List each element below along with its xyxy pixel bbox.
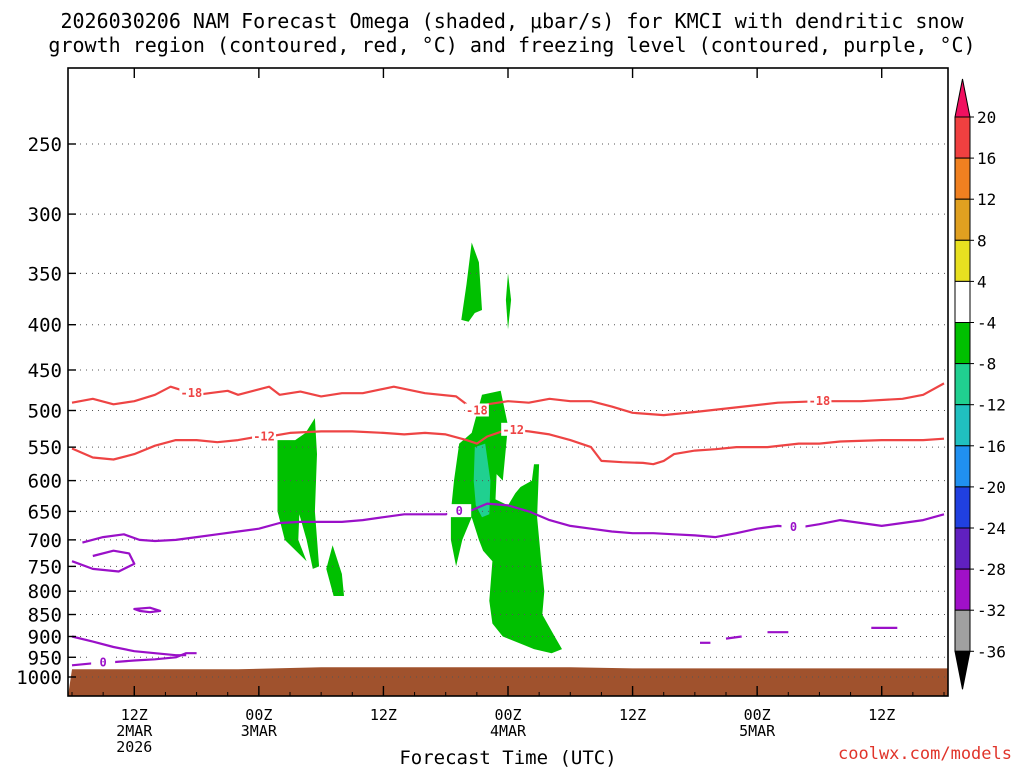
x-tick-label: 00Z bbox=[494, 706, 521, 724]
contour-label-bg bbox=[179, 386, 204, 400]
colorbar-swatch bbox=[954, 527, 971, 570]
contour-label--12: -12 bbox=[502, 423, 524, 437]
x-tick-label: 12Z bbox=[121, 706, 148, 724]
contours: -18 -18 -18 -12 -12 0 0 0 bbox=[71, 382, 945, 670]
omega-shading bbox=[277, 242, 562, 654]
colorbar-label: -24 bbox=[977, 519, 1006, 538]
colorbar-label: 4 bbox=[977, 272, 987, 291]
contour-0-mid bbox=[71, 635, 187, 657]
colorbar-swatch bbox=[954, 568, 971, 611]
y-tick-label: 400 bbox=[28, 315, 62, 337]
contour-label--18: -18 bbox=[181, 386, 203, 400]
contour-label-0-low: 0 bbox=[100, 656, 107, 670]
contour-label-bg bbox=[252, 429, 277, 443]
omega-region-2 bbox=[277, 418, 320, 569]
x-tick-label: 2026 bbox=[116, 738, 152, 756]
contour-label-bg bbox=[464, 403, 489, 417]
colorbar-swatch bbox=[954, 404, 971, 447]
omega-region-1 bbox=[505, 273, 512, 330]
y-tick-label: 550 bbox=[28, 437, 62, 459]
y-tick-label: 800 bbox=[28, 581, 62, 603]
contour-label-bg bbox=[501, 422, 526, 436]
colorbar-top-arrow bbox=[954, 78, 971, 118]
contour-0-blob1 bbox=[133, 606, 162, 614]
colorbar-label: -12 bbox=[977, 396, 1006, 415]
colorbar-label: 8 bbox=[977, 231, 987, 250]
colorbar-label: -4 bbox=[977, 314, 996, 333]
contour-label-bg bbox=[447, 504, 472, 518]
omega-region-0 bbox=[461, 242, 482, 322]
colorbar-swatch bbox=[954, 198, 971, 241]
colorbar-label: -20 bbox=[977, 478, 1006, 497]
y-tick-label: 950 bbox=[28, 647, 62, 669]
y-tick-label: 350 bbox=[28, 263, 62, 285]
colorbar-bottom-arrow bbox=[954, 650, 971, 690]
colorbar-swatch bbox=[954, 116, 971, 159]
chart-title-line2: growth region (contoured, red, °C) and f… bbox=[48, 33, 976, 57]
x-tick-label: 5MAR bbox=[739, 722, 776, 740]
y-tick-label: 450 bbox=[28, 360, 62, 382]
colorbar-swatch bbox=[954, 157, 971, 200]
colorbar-label: 12 bbox=[977, 190, 996, 209]
colorbar-swatch bbox=[954, 239, 971, 282]
y-tick-label: 650 bbox=[28, 501, 62, 523]
y-tick-label: 600 bbox=[28, 471, 62, 493]
contour-label-0: 0 bbox=[790, 520, 797, 534]
colorbar: 20 16 12 8 4 -4 -8 -12 -16 -20 -24 -28 -32 -36 bbox=[954, 78, 1006, 690]
contour-label-0: 0 bbox=[456, 504, 463, 518]
colorbar-swatch bbox=[954, 363, 971, 406]
x-tick-label: 3MAR bbox=[241, 722, 278, 740]
x-tick-label: 00Z bbox=[744, 706, 771, 724]
contour-label--18: -18 bbox=[809, 394, 831, 408]
contour-0-blob3 bbox=[725, 635, 742, 640]
x-tick-label: 12Z bbox=[868, 706, 895, 724]
y-tick-label: 250 bbox=[28, 134, 62, 156]
y-tick-label: 850 bbox=[28, 605, 62, 627]
omega-region-3 bbox=[326, 545, 344, 596]
colorbar-label: -28 bbox=[977, 560, 1006, 579]
colorbar-label: -8 bbox=[977, 355, 996, 374]
y-axis-ticks: 2503003504004505005506006507007508008509… bbox=[16, 134, 76, 689]
contour-0-loop bbox=[71, 549, 136, 573]
colorbar-label: -36 bbox=[977, 642, 1006, 661]
contour-label--12: -12 bbox=[253, 430, 275, 444]
y-tick-label: 500 bbox=[28, 401, 62, 423]
x-axis-label: Forecast Time (UTC) bbox=[399, 747, 616, 768]
x-tick-label: 00Z bbox=[245, 706, 272, 724]
colorbar-swatch bbox=[954, 445, 971, 488]
x-tick-label: 4MAR bbox=[490, 722, 527, 740]
contour-label--18: -18 bbox=[466, 404, 488, 418]
y-tick-label: 750 bbox=[28, 556, 62, 578]
chart-title-line1: 2026030206 NAM Forecast Omega (shaded, μ… bbox=[60, 9, 964, 33]
colorbar-swatch bbox=[954, 280, 971, 323]
contour-label-bg bbox=[807, 394, 832, 408]
y-tick-label: 1000 bbox=[16, 667, 62, 689]
colorbar-swatch bbox=[954, 486, 971, 529]
credit-text: coolwx.com/models bbox=[838, 744, 1012, 764]
colorbar-label: -32 bbox=[977, 601, 1006, 620]
terrain bbox=[68, 667, 948, 696]
terrain-fill bbox=[68, 667, 948, 696]
contour-label-bg bbox=[91, 655, 116, 669]
contour-label-bg bbox=[781, 520, 806, 534]
y-tick-label: 700 bbox=[28, 530, 62, 552]
x-tick-label: 12Z bbox=[370, 706, 397, 724]
colorbar-label: 16 bbox=[977, 149, 996, 168]
colorbar-label: 20 bbox=[977, 108, 996, 127]
x-tick-label: 2MAR bbox=[116, 722, 153, 740]
y-tick-label: 900 bbox=[28, 626, 62, 648]
colorbar-swatch bbox=[954, 609, 971, 652]
colorbar-swatch bbox=[954, 322, 971, 365]
colorbar-label: -16 bbox=[977, 437, 1006, 456]
contour--12 bbox=[71, 428, 945, 466]
y-tick-label: 300 bbox=[28, 204, 62, 226]
x-tick-label: 12Z bbox=[619, 706, 646, 724]
